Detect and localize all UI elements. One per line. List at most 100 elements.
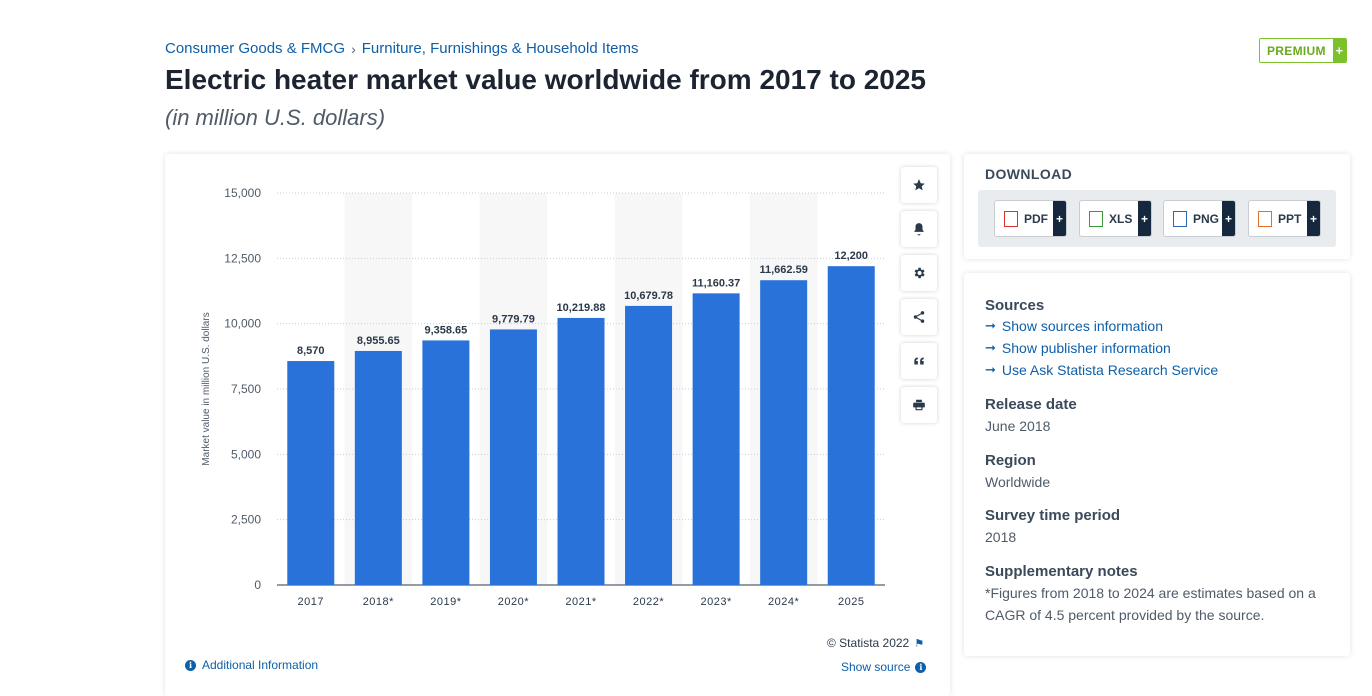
share-button[interactable] <box>901 299 937 335</box>
show-sources-link[interactable]: ➞ Show sources information <box>985 318 1163 334</box>
flag-icon[interactable]: ⚑ <box>914 637 925 650</box>
breadcrumb: Consumer Goods & FMCG › Furniture, Furni… <box>165 40 639 57</box>
plus-icon: + <box>1222 201 1235 236</box>
x-tick-label: 2018* <box>363 596 394 608</box>
y-tick-label: 2,500 <box>231 513 261 527</box>
bar[interactable] <box>760 280 808 585</box>
y-tick-label: 15,000 <box>224 186 261 200</box>
x-tick-label: 2019* <box>430 596 461 608</box>
sources-card: Sources ➞ Show sources information ➞ Sho… <box>964 273 1350 656</box>
survey-period-heading: Survey time period <box>985 507 1121 524</box>
region-heading: Region <box>985 452 1036 469</box>
premium-label: PREMIUM <box>1260 39 1333 62</box>
data-label: 10,679.78 <box>624 290 673 302</box>
print-icon <box>913 399 925 411</box>
cite-button[interactable] <box>901 343 937 379</box>
page-subtitle: (in million U.S. dollars) <box>165 105 386 130</box>
release-date-heading: Release date <box>985 396 1077 413</box>
info-icon: i <box>915 661 927 673</box>
data-label: 11,160.37 <box>692 277 740 289</box>
data-label: 11,662.59 <box>759 264 807 276</box>
chart-card: 0 2,500 5,000 7,500 10,000 12,500 15,000 8,570 2… <box>165 154 950 696</box>
download-png-label: PNG <box>1193 211 1220 226</box>
data-label: 9,779.79 <box>492 313 535 325</box>
page-title: Electric heater market value worldwide f… <box>165 64 927 95</box>
release-date-value: June 2018 <box>985 418 1051 434</box>
download-card: DOWNLOAD PDF + XLS + PNG + PPT + <box>964 154 1350 259</box>
bar[interactable] <box>692 293 740 585</box>
bar[interactable] <box>489 329 537 585</box>
download-pdf-label: PDF <box>1024 211 1048 226</box>
y-tick-label: 7,500 <box>231 382 261 396</box>
show-source-label: Show source <box>841 660 911 674</box>
download-options: PDF + XLS + PNG + PPT + <box>978 190 1336 247</box>
download-png-button[interactable]: PNG + <box>1163 200 1236 237</box>
survey-period-value: 2018 <box>985 529 1017 545</box>
plus-icon: + <box>1307 201 1320 236</box>
arrow-right-icon: ➞ <box>985 340 996 355</box>
bar[interactable] <box>827 266 875 585</box>
additional-information-link[interactable]: i Additional Information <box>185 658 318 672</box>
show-source-link[interactable]: Show source i <box>841 660 927 674</box>
x-tick-label: 2024* <box>768 596 799 608</box>
ppt-file-icon <box>1258 210 1272 227</box>
print-button[interactable] <box>901 387 937 423</box>
gear-icon <box>914 267 925 279</box>
bar[interactable] <box>557 317 605 585</box>
additional-information-label: Additional Information <box>202 658 319 672</box>
png-file-icon <box>1173 210 1187 227</box>
breadcrumb-furniture[interactable]: Furniture, Furnishings & Household Items <box>361 40 639 57</box>
copyright-text: © Statista 2022 <box>827 636 910 650</box>
x-tick-label: 2025 <box>838 596 864 608</box>
download-ppt-button[interactable]: PPT + <box>1248 200 1321 237</box>
ask-statista-label: Use Ask Statista Research Service <box>1001 362 1219 378</box>
copyright: © Statista 2022 ⚑ <box>827 636 924 650</box>
breadcrumb-separator: › <box>351 40 356 57</box>
bar[interactable] <box>287 361 335 585</box>
pdf-file-icon <box>1004 210 1018 227</box>
x-tick-label: 2017 <box>298 596 324 608</box>
bar[interactable] <box>422 340 470 585</box>
download-xls-label: XLS <box>1109 211 1133 226</box>
ask-statista-link[interactable]: ➞ Use Ask Statista Research Service <box>985 362 1218 378</box>
y-tick-label: 0 <box>254 578 261 592</box>
data-label: 12,200 <box>834 250 868 262</box>
download-ppt-label: PPT <box>1278 211 1302 226</box>
y-tick-label: 12,500 <box>224 251 261 265</box>
info-icon: i <box>185 659 196 671</box>
data-label: 9,358.65 <box>424 324 467 336</box>
plus-icon: + <box>1138 201 1151 236</box>
settings-button[interactable] <box>901 255 937 291</box>
download-pdf-button[interactable]: PDF + <box>994 200 1067 237</box>
y-tick-label: 10,000 <box>224 317 261 331</box>
share-icon <box>913 311 925 323</box>
premium-badge[interactable]: PREMIUM + <box>1259 38 1347 63</box>
supplementary-notes-value: *Figures from 2018 to 2024 are estimates… <box>985 585 1316 623</box>
star-icon <box>913 179 925 191</box>
download-xls-button[interactable]: XLS + <box>1079 200 1152 237</box>
bell-icon <box>914 223 924 236</box>
favorite-button[interactable] <box>901 167 937 203</box>
x-tick-label: 2023* <box>700 596 731 608</box>
x-tick-label: 2020* <box>498 596 529 608</box>
arrow-right-icon: ➞ <box>985 318 996 333</box>
plus-icon: + <box>1053 201 1066 236</box>
show-sources-label: Show sources information <box>1001 318 1163 334</box>
region-value: Worldwide <box>985 474 1051 490</box>
data-label: 10,219.88 <box>557 302 606 314</box>
breadcrumb-consumer-goods[interactable]: Consumer Goods & FMCG <box>165 40 346 57</box>
bar[interactable] <box>354 350 402 585</box>
chart-toolbar <box>901 167 937 423</box>
show-publisher-link[interactable]: ➞ Show publisher information <box>985 340 1171 356</box>
arrow-right-icon: ➞ <box>985 362 996 377</box>
bar[interactable] <box>625 305 673 585</box>
y-axis-label: Market value in million U.S. dollars <box>201 312 212 465</box>
download-heading: DOWNLOAD <box>985 166 1073 182</box>
data-label: 8,955.65 <box>357 335 400 347</box>
x-tick-label: 2022* <box>633 596 664 608</box>
notification-button[interactable] <box>901 211 937 247</box>
show-publisher-label: Show publisher information <box>1001 340 1171 356</box>
xls-file-icon <box>1089 210 1103 227</box>
x-tick-label: 2021* <box>565 596 596 608</box>
y-tick-label: 5,000 <box>231 447 261 461</box>
